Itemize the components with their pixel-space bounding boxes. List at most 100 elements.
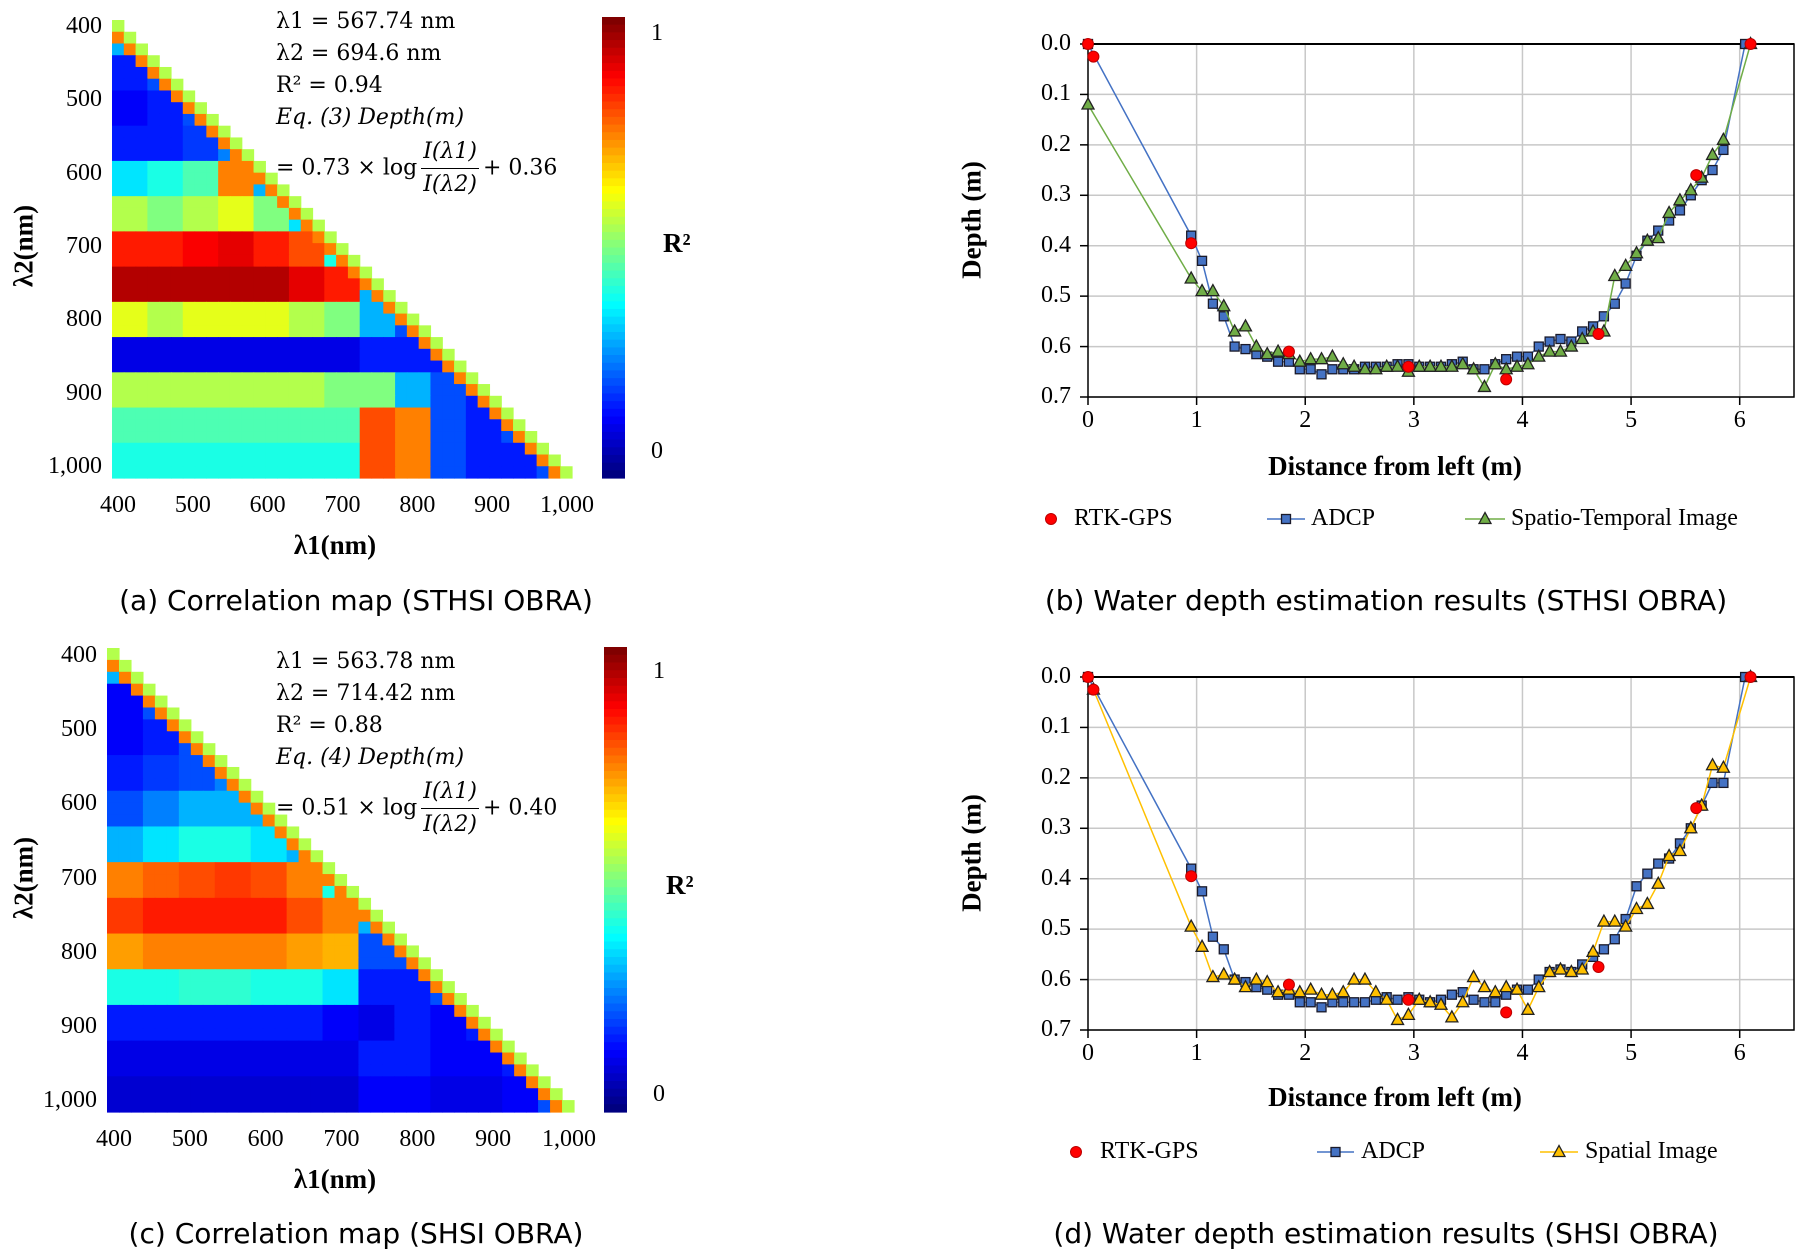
heatmap-cell [298, 1040, 312, 1054]
heatmap-cell [490, 1088, 503, 1101]
heatmap-cell [118, 719, 132, 732]
heatmap-cell [194, 454, 207, 467]
heatmap-cell [394, 1100, 407, 1113]
colorbar-segment [602, 124, 625, 133]
heatmap-cell [347, 278, 361, 291]
heatmap-cell [206, 454, 219, 467]
heatmap-cell [322, 1076, 336, 1089]
x-tick-label: 900 [474, 492, 511, 518]
heatmap-cell [478, 1040, 491, 1054]
heatmap-cell [418, 466, 432, 479]
heatmap-cell [418, 360, 432, 373]
heatmap-cell [229, 254, 243, 268]
heatmap-cell [324, 301, 337, 315]
heatmap-cell [238, 885, 252, 899]
data-point [1500, 1006, 1513, 1019]
heatmap-cell [202, 969, 216, 982]
colorbar-segment [604, 1104, 627, 1113]
heatmap-cell [123, 395, 137, 409]
data-point [1672, 843, 1688, 857]
heatmap-cell [147, 90, 160, 103]
heatmap-cell [430, 1064, 443, 1077]
heatmap-cell [418, 337, 432, 350]
colorbar-segment [602, 63, 625, 72]
heatmap-cell [346, 957, 360, 970]
heatmap-cell [238, 1052, 252, 1066]
heatmap-cell [300, 254, 314, 268]
heatmap-cell [265, 466, 278, 479]
heatmap-cell [395, 395, 408, 409]
heatmap-cell [112, 407, 125, 420]
heatmap-cell [194, 313, 207, 326]
colorbar-segment [602, 332, 625, 341]
heatmap-cell [170, 419, 184, 432]
heatmap-cell [300, 466, 314, 479]
heatmap-cell [194, 231, 207, 244]
heatmap-cell [214, 1088, 228, 1101]
colorbar-tick-min: 0 [651, 438, 663, 464]
data-point [1270, 984, 1286, 998]
heatmap-cell [430, 372, 443, 385]
data-point [1564, 338, 1579, 352]
series-line [1087, 43, 1752, 389]
heatmap-cell [286, 993, 300, 1006]
colorbar-segment [604, 1011, 627, 1020]
heatmap-cell [170, 407, 184, 420]
heatmap-cell [170, 113, 184, 127]
heatmap-cell [298, 1028, 312, 1042]
heatmap-cell [229, 442, 243, 456]
heatmap-cell [118, 1064, 132, 1077]
heatmap-cell [118, 921, 132, 935]
heatmap-cell [226, 909, 240, 923]
y-tick-label: 0.5 [1041, 282, 1071, 309]
heatmap-cell [442, 1016, 455, 1030]
heatmap-cell [118, 814, 132, 828]
heatmap-cell [178, 969, 192, 982]
heatmap-cell [253, 384, 266, 397]
heatmap-cell [477, 407, 491, 420]
heatmap-cell [383, 395, 396, 409]
heatmap-cell [170, 172, 184, 186]
heatmap-cell [202, 826, 216, 839]
heatmap-cell [274, 945, 288, 958]
heatmap-cell [310, 862, 324, 875]
data-point [1087, 683, 1100, 696]
heatmap-cell [135, 290, 148, 303]
heatmap-cell [130, 874, 144, 887]
heatmap-cell [277, 266, 290, 279]
heatmap-cell [288, 384, 302, 397]
heatmap-cell [190, 969, 204, 982]
heatmap-cell [454, 1028, 467, 1042]
heatmap-cell [300, 407, 314, 420]
heatmap-cell [288, 278, 302, 291]
heatmap-cell [190, 1052, 204, 1066]
heatmap-cell [229, 231, 243, 244]
heatmap-cell [466, 1040, 479, 1054]
heatmap-cell [322, 1028, 336, 1042]
x-tick-label: 0 [1082, 1040, 1094, 1066]
data-point [1390, 358, 1405, 372]
heatmap-cell [135, 407, 148, 420]
heatmap-cell [154, 1064, 168, 1077]
heatmap-cell [226, 826, 240, 839]
heatmap-cell [238, 1040, 252, 1054]
heatmap-cell [147, 466, 160, 479]
heatmap-cell [154, 802, 168, 816]
heatmap-cell [250, 874, 264, 887]
colorbar-segment [602, 116, 625, 126]
r2-value: R² = 0.88 [276, 713, 383, 738]
colorbar-segment [602, 109, 625, 118]
data-point [1542, 343, 1557, 357]
y-tick-label: 500 [66, 86, 102, 113]
heatmap-cell [262, 874, 276, 887]
heatmap-cell [238, 1088, 252, 1101]
x-tick-label: 2 [1299, 407, 1312, 433]
data-point [1325, 986, 1340, 1000]
heatmap-cell [265, 172, 278, 186]
colorbar-segment [604, 701, 627, 710]
heatmap-cell [371, 325, 384, 338]
heatmap-cell [513, 442, 526, 456]
colorbar-segment [602, 362, 625, 372]
x-tick-label: 400 [100, 492, 136, 518]
heatmap-cell [490, 1064, 503, 1077]
